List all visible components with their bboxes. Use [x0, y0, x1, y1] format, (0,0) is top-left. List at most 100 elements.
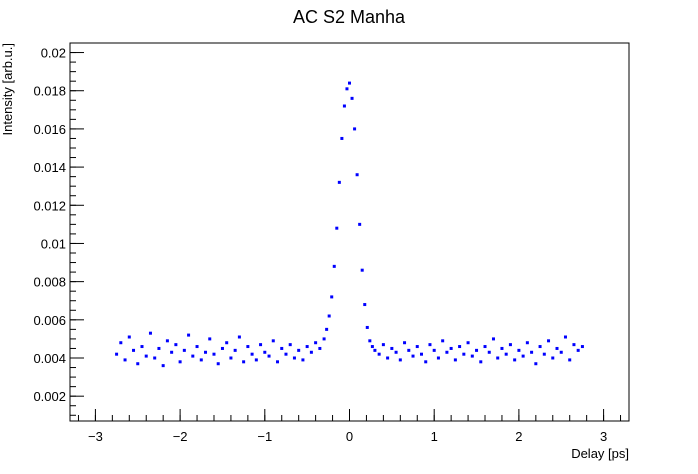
data-point [419, 352, 423, 356]
data-point [140, 345, 144, 349]
x-tick-label: 2 [515, 429, 522, 444]
data-point [263, 350, 267, 354]
y-tick-label: 0.018 [33, 84, 66, 99]
data-point [555, 346, 559, 350]
x-axis-ticks: −3 −2 −1 0 1 2 3 [77, 409, 622, 444]
data-point [115, 352, 119, 356]
y-tick-label: 0.014 [33, 160, 66, 175]
data-point [187, 333, 191, 337]
data-point [398, 358, 402, 362]
data-point [508, 343, 512, 347]
data-point [373, 348, 377, 352]
data-point [342, 104, 346, 108]
data-point [534, 362, 538, 366]
data-point [559, 350, 563, 354]
data-point [487, 350, 491, 354]
data-point [415, 345, 419, 349]
data-point [157, 346, 161, 350]
data-point [127, 335, 131, 339]
data-point [365, 325, 369, 329]
y-tick-label: 0.012 [33, 198, 66, 213]
data-point [325, 327, 329, 331]
data-point [542, 352, 546, 356]
plot-frame [69, 42, 630, 422]
data-point [212, 352, 216, 356]
x-tick-label: 3 [600, 429, 607, 444]
data-point [144, 354, 148, 358]
data-point [513, 358, 517, 362]
data-point [297, 348, 301, 352]
data-point [322, 337, 326, 341]
y-tick-label: 0.02 [41, 46, 66, 61]
data-point [386, 356, 390, 360]
data-point [363, 303, 367, 307]
data-point [547, 339, 551, 343]
data-point [284, 352, 288, 356]
data-point [381, 343, 385, 347]
data-point [225, 341, 229, 345]
data-point [551, 356, 555, 360]
data-point [572, 343, 576, 347]
data-point [530, 350, 534, 354]
data-point [254, 358, 258, 362]
data-point [330, 295, 334, 299]
data-point [390, 346, 394, 350]
data-point [305, 345, 309, 349]
y-tick-label: 0.016 [33, 122, 66, 137]
data-point [407, 348, 411, 352]
y-tick-label: 0.01 [41, 236, 66, 251]
data-point [288, 343, 292, 347]
data-point [368, 339, 372, 343]
data-point [496, 356, 500, 360]
data-point [458, 345, 462, 349]
data-point [148, 331, 152, 335]
data-point [403, 341, 407, 345]
data-point [220, 346, 224, 350]
data-point [216, 362, 220, 366]
data-point [335, 226, 339, 230]
data-point [191, 354, 195, 358]
data-point [136, 362, 140, 366]
data-point [411, 354, 415, 358]
data-point [436, 356, 440, 360]
data-point [479, 360, 483, 364]
data-point [441, 339, 445, 343]
x-tick-label: −1 [257, 429, 272, 444]
data-point [576, 348, 580, 352]
data-point [165, 339, 169, 343]
data-point [449, 346, 453, 350]
y-tick-label: 0.002 [33, 389, 66, 404]
data-point [353, 127, 357, 131]
data-point [475, 348, 479, 352]
data-point [500, 346, 504, 350]
y-axis-ticks: 0.002 0.004 0.006 0.008 0.01 0.012 0.014 0.016 0… [33, 42, 84, 416]
data-point [174, 343, 178, 347]
data-point [119, 341, 123, 345]
data-point [204, 350, 208, 354]
data-point [470, 354, 474, 358]
data-point [428, 343, 432, 347]
data-point [161, 364, 165, 368]
data-point [332, 264, 336, 268]
data-point [229, 356, 233, 360]
x-tick-label: 0 [346, 429, 353, 444]
data-point [242, 360, 246, 364]
data-point [276, 360, 280, 364]
data-point [377, 352, 381, 356]
data-point [170, 350, 174, 354]
data-point [504, 352, 508, 356]
data-point [280, 346, 284, 350]
x-tick-label: 1 [431, 429, 438, 444]
data-point [237, 335, 241, 339]
data-point [483, 345, 487, 349]
data-point [538, 345, 542, 349]
data-point [271, 339, 275, 343]
data-point [259, 343, 263, 347]
x-axis-label: Delay [ps] [571, 446, 629, 461]
data-point [491, 337, 495, 341]
data-point [132, 348, 136, 352]
data-point [195, 345, 199, 349]
x-tick-label: −3 [88, 429, 103, 444]
data-point [318, 346, 322, 350]
data-point [123, 358, 127, 362]
